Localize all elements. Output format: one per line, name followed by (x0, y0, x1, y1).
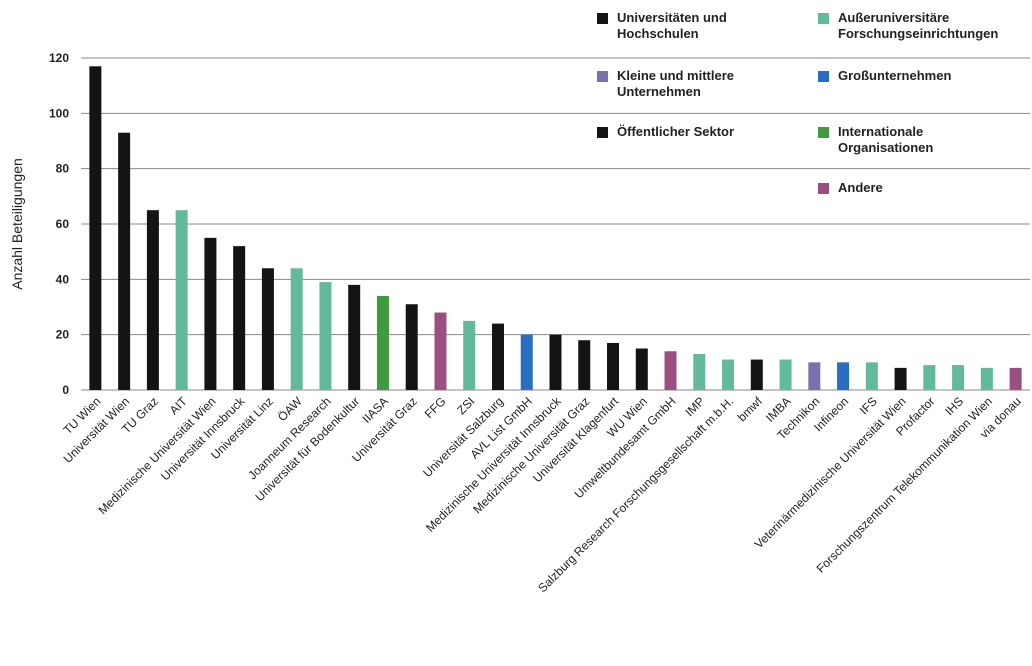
bar (923, 365, 936, 390)
bar (520, 334, 533, 390)
bar (607, 342, 620, 390)
bar (750, 359, 763, 390)
x-tick-label: IHS (942, 394, 966, 418)
legend-entry: Internationale Organisationen (818, 124, 988, 156)
legend-label: Außeruniversitäre Forschungseinrichtunge… (838, 10, 999, 41)
bar (204, 237, 217, 390)
bar (664, 351, 677, 390)
legend-entry: Großunternehmen (818, 68, 1018, 84)
y-tick-label: 120 (49, 51, 69, 65)
legend-entry: Außeruniversitäre Forschungseinrichtunge… (818, 10, 1032, 42)
bar (837, 362, 850, 390)
x-tick-label: ZSI (454, 394, 477, 417)
bar (290, 268, 303, 390)
bar (1009, 367, 1022, 390)
bar (952, 365, 965, 390)
legend-swatch (597, 71, 608, 82)
legend-entry: Andere (818, 180, 988, 196)
bar (405, 304, 418, 390)
bar (693, 354, 706, 390)
bar (722, 359, 735, 390)
bar (376, 295, 389, 390)
legend-swatch (818, 127, 829, 138)
y-tick-label: 100 (49, 106, 69, 120)
y-tick-label: 80 (56, 162, 70, 176)
legend-entry: Öffentlicher Sektor (597, 124, 797, 140)
legend-label: Universitäten und Hochschulen (617, 10, 727, 41)
bar (635, 348, 648, 390)
bar (175, 210, 188, 390)
legend-swatch (818, 183, 829, 194)
bar (434, 312, 447, 390)
bar (980, 367, 993, 390)
bar (808, 362, 821, 390)
bar (118, 132, 131, 390)
bar (233, 246, 246, 390)
legend-label: Andere (838, 180, 883, 195)
bar (261, 268, 274, 390)
bar (549, 334, 562, 390)
legend-swatch (818, 71, 829, 82)
x-tick-label: AIT (167, 394, 191, 418)
legend-label: Großunternehmen (838, 68, 952, 83)
legend-entry: Kleine und mittlere Unternehmen (597, 68, 787, 100)
bar (463, 320, 476, 390)
bar (865, 362, 878, 390)
bar (319, 282, 332, 390)
x-tick-label: bmwf (735, 394, 766, 425)
x-tick-label: IFS (857, 394, 880, 417)
x-tick-label: FFG (422, 394, 449, 421)
bar (146, 210, 159, 390)
legend-label: Kleine und mittlere Unternehmen (617, 68, 735, 99)
bar (348, 284, 361, 390)
bar (491, 323, 504, 390)
bar (89, 66, 102, 391)
legend-swatch (597, 13, 608, 24)
legend-entry: Universitäten und Hochschulen (597, 10, 767, 42)
bar (779, 359, 792, 390)
y-tick-label: 40 (56, 272, 70, 286)
legend-label: Internationale Organisationen (838, 124, 934, 155)
bar (578, 340, 591, 390)
bar (894, 367, 907, 390)
legend-swatch (597, 127, 608, 138)
legend-swatch (818, 13, 829, 24)
y-axis-label: Anzahl Beteiligungen (9, 158, 25, 290)
legend-label: Öffentlicher Sektor (617, 124, 735, 139)
y-tick-label: 60 (56, 217, 70, 231)
y-tick-label: 0 (62, 383, 69, 397)
y-tick-label: 20 (56, 328, 70, 342)
